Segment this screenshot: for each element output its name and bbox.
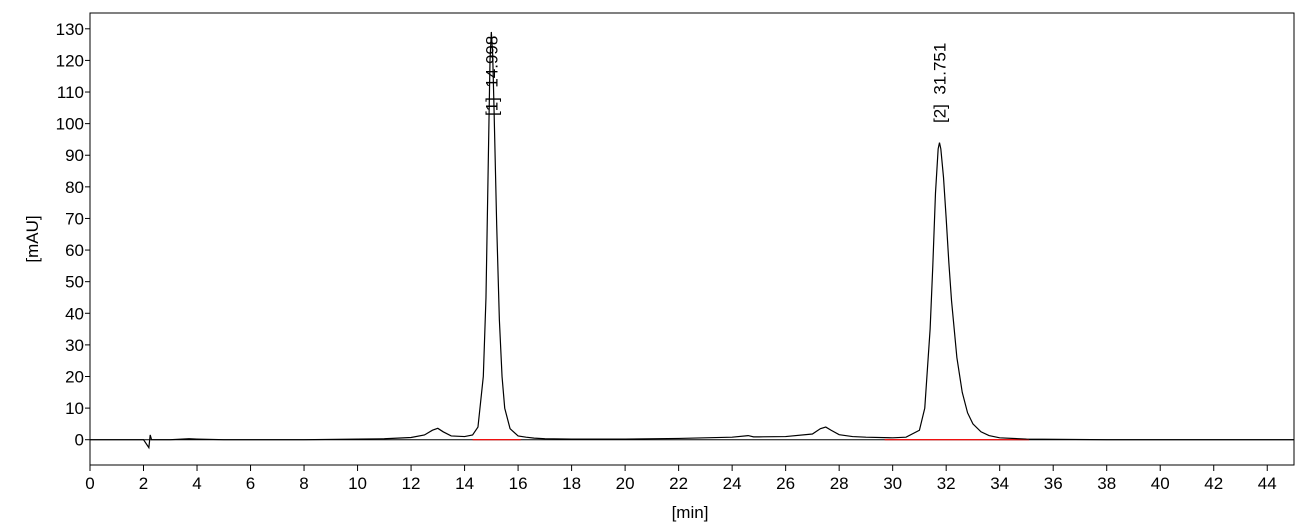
x-tick-label: 12 [402,474,421,493]
plot-frame [89,12,1295,466]
y-tick-label: 20 [65,367,84,386]
y-tick-label: 90 [65,146,84,165]
y-tick-label: 70 [65,209,84,228]
x-tick-label: 32 [937,474,956,493]
x-tick-label: 14 [455,474,474,493]
x-tick-label: 22 [669,474,688,493]
y-tick-label: 60 [65,241,84,260]
x-tick-label: 4 [192,474,201,493]
y-tick-label: 80 [65,178,84,197]
x-tick-label: 38 [1097,474,1116,493]
x-tick-label: 26 [776,474,795,493]
x-tick-label: 8 [299,474,308,493]
y-tick-label: 120 [56,51,84,70]
x-tick-label: 10 [348,474,367,493]
y-tick-label: 30 [65,336,84,355]
x-tick-label: 28 [830,474,849,493]
x-axis-title: [min] [672,503,709,522]
x-tick-label: 18 [562,474,581,493]
y-tick-label: 110 [57,83,84,102]
y-tick-label: 40 [65,304,84,323]
y-tick-label: 10 [65,399,84,418]
y-tick-label: 0 [75,431,84,450]
x-tick-label: 16 [509,474,528,493]
x-tick-label: 20 [616,474,635,493]
x-tick-label: 24 [723,474,742,493]
y-axis-title: [mAU] [23,215,42,262]
chromatogram-trace [90,31,1294,450]
x-tick-label: 40 [1151,474,1170,493]
x-tick-label: 44 [1258,474,1277,493]
peak-label: [2] 31.751 [931,43,950,123]
peak-label: [1] 14.998 [482,36,501,116]
x-tick-label: 6 [246,474,255,493]
x-tick-label: 30 [883,474,902,493]
x-tick-label: 2 [139,474,148,493]
y-tick-label: 130 [56,20,84,39]
y-tick-label: 100 [56,115,84,134]
y-tick-label: 50 [65,273,84,292]
x-tick-label: 36 [1044,474,1063,493]
x-tick-label: 0 [85,474,94,493]
x-tick-label: 42 [1204,474,1223,493]
x-tick-label: 34 [990,474,1009,493]
